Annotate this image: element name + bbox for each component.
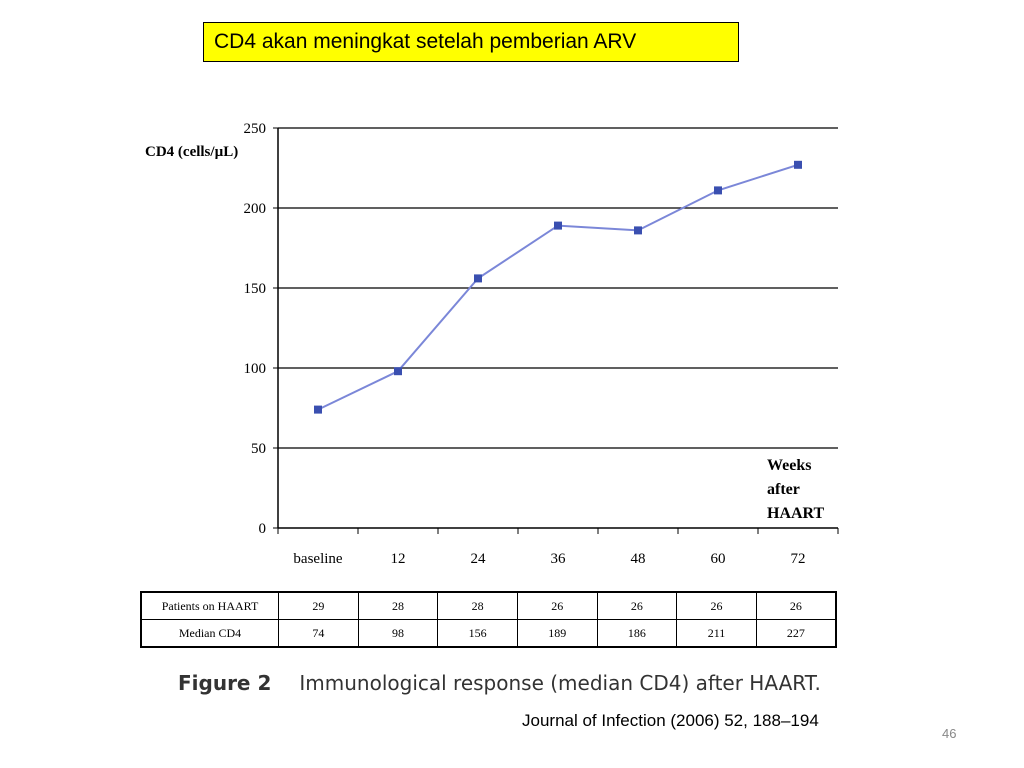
- figure-label: Figure 2: [178, 671, 272, 695]
- table-cell: 26: [596, 591, 678, 620]
- x-tick-label: baseline: [293, 551, 342, 567]
- table-cell: 26: [516, 591, 598, 620]
- table-row: Median CD4 74 98 156 189 186 211 227: [140, 619, 837, 648]
- x-tick-label: 72: [791, 551, 806, 567]
- series-line: [317, 163, 799, 411]
- patients-cd4-table: Patients on HAART 29 28 28 26 26 26 26 M…: [140, 591, 837, 648]
- table-cell: 189: [516, 619, 598, 648]
- y-tick-label: 0: [259, 521, 267, 537]
- y-axis-label: CD4 (cells/µL): [145, 144, 238, 160]
- table-row-label: Patients on HAART: [140, 591, 279, 620]
- y-tick-label: 200: [244, 201, 267, 217]
- x-tick-label: 48: [631, 551, 646, 567]
- figure-caption-text: Immunological response (median CD4) afte…: [299, 671, 821, 695]
- x-axis-label-line: Weeks: [767, 457, 811, 474]
- table-cell: 98: [357, 619, 439, 648]
- y-tick-label: 250: [244, 121, 267, 137]
- x-tick-label: 60: [711, 551, 726, 567]
- cd4-line-chart: 0 50 100 150 200 250 baseline 12 24 36 48 60 72 CD4 (…: [145, 121, 839, 567]
- table-cell: 186: [596, 619, 678, 648]
- table-cell: 26: [676, 591, 757, 620]
- data-point-marker: [474, 274, 482, 283]
- data-point-marker: [314, 405, 322, 414]
- table-cell: 156: [437, 619, 518, 648]
- table-cell: 211: [676, 619, 757, 648]
- source-citation: Journal of Infection (2006) 52, 188–194: [522, 711, 819, 730]
- table-cell: 28: [437, 591, 518, 620]
- table-cell: 227: [755, 619, 837, 648]
- table-row: Patients on HAART 29 28 28 26 26 26 26: [140, 591, 837, 620]
- y-tick-label: 150: [244, 281, 267, 297]
- table-cell: 29: [278, 591, 359, 620]
- table-row-label: Median CD4: [140, 619, 279, 648]
- table-cell: 74: [278, 619, 359, 648]
- y-tick-label: 50: [251, 441, 266, 457]
- table-cell: 26: [755, 591, 837, 620]
- data-point-marker: [554, 221, 562, 230]
- table-cell: 28: [357, 591, 439, 620]
- x-axis-label-line: HAART: [767, 505, 825, 522]
- slide-title: CD4 akan meningkat setelah pemberian ARV: [203, 22, 739, 62]
- data-point-marker: [394, 367, 402, 376]
- x-tick-label: 12: [391, 551, 406, 567]
- x-tick-label: 24: [471, 551, 487, 567]
- data-point-marker: [794, 160, 802, 169]
- page-number: 46: [942, 726, 957, 741]
- data-point-marker: [634, 226, 642, 235]
- figure-caption: Figure 2 Immunological response (median C…: [178, 671, 821, 695]
- x-axis-label-line: after: [767, 481, 800, 498]
- x-tick-label: 36: [551, 551, 567, 567]
- y-tick-label: 100: [244, 361, 267, 377]
- data-point-marker: [714, 186, 722, 195]
